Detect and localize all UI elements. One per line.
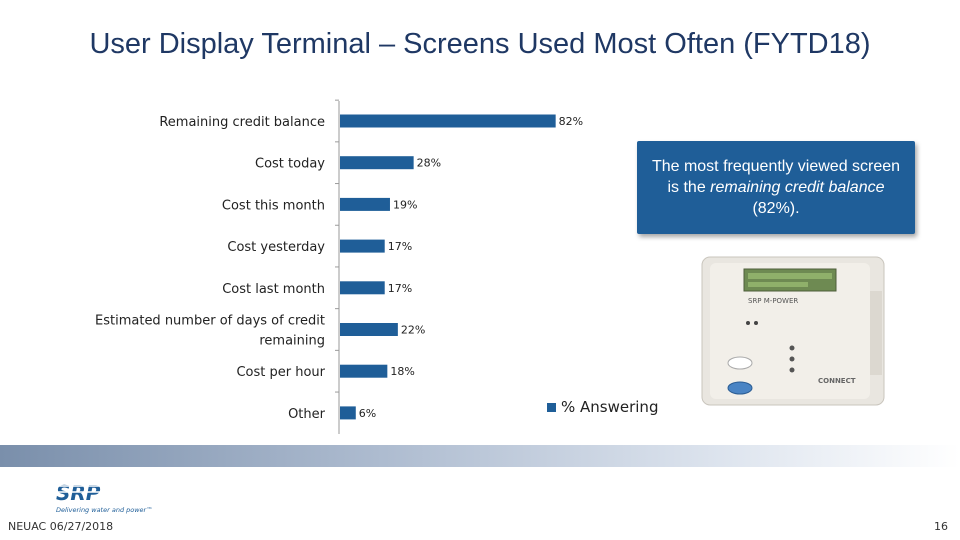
bar [340, 239, 385, 253]
category-label: Remaining credit balance [159, 115, 325, 130]
category-label: Cost this month [222, 198, 325, 213]
bar [340, 323, 398, 336]
bar [340, 406, 356, 420]
slide-title: User Display Terminal – Screens Used Mos… [89, 28, 871, 60]
device-screen-label: SRP M-POWER [748, 297, 798, 305]
footer-band [0, 445, 960, 467]
chart-legend: % Answering [547, 398, 658, 416]
bar-value-label: 18% [390, 365, 414, 378]
srp-logo-tagline: Delivering water and power™ [56, 506, 153, 514]
bar-value-label: 17% [388, 282, 412, 295]
category-label: Other [288, 407, 326, 422]
device-brand-label: CONNECT [818, 377, 856, 385]
bar [340, 281, 385, 295]
callout-text-emphasis: remaining credit balance [710, 179, 885, 196]
bar [340, 364, 388, 378]
bar [340, 114, 556, 128]
category-label: Cost per hour [236, 365, 325, 380]
srp-logo-text: SRP [56, 481, 101, 505]
bar [340, 197, 390, 211]
meter-device-image: SRP M-POWER CONNECT [701, 256, 885, 406]
category-label: Estimated number of days of credit remain… [95, 314, 325, 349]
footer-date: NEUAC 06/27/2018 [8, 520, 114, 533]
category-label: Cost today [255, 157, 325, 172]
category-label: Cost yesterday [227, 240, 325, 255]
bar-value-label: 17% [388, 240, 412, 253]
legend-swatch [547, 402, 556, 412]
bar-value-label: 28% [417, 157, 441, 170]
bar-value-label: 82% [559, 115, 583, 128]
bar-value-label: 22% [401, 324, 425, 337]
bar [340, 156, 414, 170]
bar-value-label: 6% [359, 407, 376, 420]
callout-text: The most frequently viewed screen is the… [647, 156, 905, 219]
callout-box: The most frequently viewed screen is the… [637, 141, 915, 234]
callout-text-part2: (82%). [752, 200, 800, 217]
srp-logo: SRP Delivering water and power™ [54, 481, 153, 514]
callout-text-part1: The most frequently viewed screen is the [651, 158, 901, 196]
page-number: 16 [934, 520, 948, 533]
legend-label: % Answering [561, 398, 659, 416]
bar-value-label: 19% [393, 198, 417, 211]
category-label: Cost last month [222, 282, 325, 297]
